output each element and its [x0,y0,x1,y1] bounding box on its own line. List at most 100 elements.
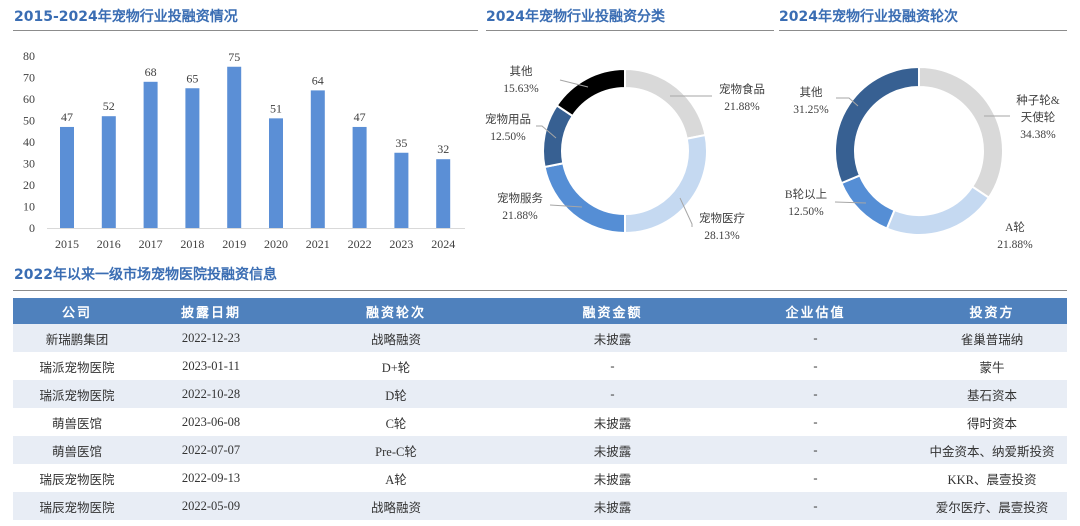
cell-investor: 蒙牛 [917,352,1067,380]
bar-value-label: 32 [437,142,449,156]
cell-valuation: - [714,492,917,520]
table-row: 萌兽医馆 2023-06-08 C轮 未披露 - 得时资本 [13,408,1067,436]
cell-company: 瑞辰宠物医院 [13,464,141,492]
y-tick-label: 30 [23,157,35,171]
cell-investor: 雀巢普瑞纳 [917,324,1067,352]
bar [143,81,158,228]
bar-chart: 0 10 20 30 40 50 60 70 80 47 2015 52 2016 68 2017 65 201… [23,49,465,251]
cell-date: 2022-12-23 [141,324,281,352]
cell-date: 2023-01-11 [141,352,281,380]
cell-amount: 未披露 [511,408,714,436]
cell-company: 瑞派宠物医院 [13,352,141,380]
bar [101,116,116,228]
table-row: 萌兽医馆 2022-07-07 Pre-C轮 未披露 - 中金资本、纳爱斯投资 [13,436,1067,464]
donut-label: A轮 [1005,220,1025,234]
donut-slice [624,133,708,235]
cell-investor: 爱尔医疗、晨壹投资 [917,492,1067,520]
x-tick-label: 2015 [55,237,79,251]
bar-value-label: 52 [103,99,115,113]
x-tick-label: 2017 [139,237,163,251]
donut-label: 12.50% [490,131,526,143]
cell-company: 萌兽医馆 [13,408,141,436]
bar [60,126,74,228]
donut-slice [543,162,626,235]
charts-canvas: 0 10 20 30 40 50 60 70 80 47 2015 52 2016 68 2017 65 201… [23,49,1060,251]
cell-valuation: - [714,324,917,352]
x-tick-label: 2019 [222,237,246,251]
leader-line [549,204,583,208]
cell-round: D+轮 [281,352,511,380]
cell-valuation: - [714,436,917,464]
category-donut-title: 2024年宠物行业投融资分类 [486,9,665,25]
bar [185,88,200,228]
bar-value-label: 35 [395,136,407,150]
leader-line [679,197,693,227]
cell-investor: KKR、晨壹投资 [917,464,1067,492]
x-tick-label: 2018 [180,237,204,251]
table-row: 瑞辰宠物医院 2022-09-13 A轮 未披露 - KKR、晨壹投资 [13,464,1067,492]
cell-amount: - [511,352,714,380]
cell-date: 2022-07-07 [141,436,281,464]
y-tick-label: 70 [23,71,35,85]
donut-label: 天使轮 [1021,110,1056,124]
y-tick-label: 80 [23,49,35,63]
category-donut-title-rule [486,30,774,31]
round-donut-chart: 种子轮&天使轮 34.38% A轮 21.88% B轮以上 12.50% 其他 31.25% [785,65,1060,251]
donut-label: 34.38% [1020,129,1056,141]
cell-date: 2022-05-09 [141,492,281,520]
cell-company: 瑞派宠物医院 [13,380,141,408]
donut-label: 21.88% [724,101,760,113]
donut-slice [885,185,991,236]
y-tick-label: 40 [23,135,35,149]
donut-label: 28.13% [704,230,740,242]
donut-label: 其他 [510,65,533,78]
cell-valuation: - [714,464,917,492]
donut-label: 宠物食品 [719,82,765,96]
donut-label: 21.88% [997,239,1033,251]
cell-valuation: - [714,380,917,408]
header-round: 融资轮次 [281,298,511,324]
donut-label: 31.25% [793,104,829,116]
donut-slice [624,67,707,140]
y-tick-label: 50 [23,114,35,128]
round-donut-title: 2024年宠物行业投融资轮次 [779,9,958,25]
bar [227,66,242,228]
donut-label: 宠物医疗 [699,211,745,225]
donut-slice [555,67,626,118]
donut-label: 宠物服务 [497,191,543,205]
cell-company: 萌兽医馆 [13,436,141,464]
bar-value-label: 75 [228,50,240,64]
y-tick-label: 60 [23,92,35,106]
x-tick-label: 2020 [264,237,288,251]
leader-line [836,97,859,107]
cell-valuation: - [714,408,917,436]
donut-slice [834,65,920,185]
cell-company: 新瑞鹏集团 [13,324,141,352]
donut-label: 21.88% [502,210,538,222]
table-row: 瑞派宠物医院 2023-01-11 D+轮 - - 蒙牛 [13,352,1067,380]
table-row: 新瑞鹏集团 2022-12-23 战略融资 未披露 - 雀巢普瑞纳 [13,324,1067,352]
donut-label: 12.50% [788,206,824,218]
cell-company: 瑞辰宠物医院 [13,492,141,520]
cell-amount: 未披露 [511,492,714,520]
donut-label: B轮以上 [785,187,827,201]
cell-date: 2023-06-08 [141,408,281,436]
category-donut-chart: 宠物食品 21.88% 宠物医疗 28.13% 宠物服务 21.88% 宠物用品 12.50%… [485,65,765,242]
bar [352,126,367,228]
cell-amount: 未披露 [511,464,714,492]
donut-label: 15.63% [503,83,539,95]
cell-date: 2022-09-13 [141,464,281,492]
cell-amount: - [511,380,714,408]
donut-slice [542,104,574,169]
header-amount: 融资金额 [511,298,714,324]
cell-date: 2022-10-28 [141,380,281,408]
y-tick-label: 20 [23,178,35,192]
cell-investor: 得时资本 [917,408,1067,436]
x-tick-label: 2022 [348,237,372,251]
investment-table: 公司 披露日期 融资轮次 融资金额 企业估值 投资方 新瑞鹏集团 2022-12… [13,298,1067,520]
donut-label: 其他 [800,86,823,99]
x-tick-label: 2024 [431,237,455,251]
bar [436,159,451,228]
round-donut-title-rule [779,30,1067,31]
header-valuation: 企业估值 [714,298,917,324]
